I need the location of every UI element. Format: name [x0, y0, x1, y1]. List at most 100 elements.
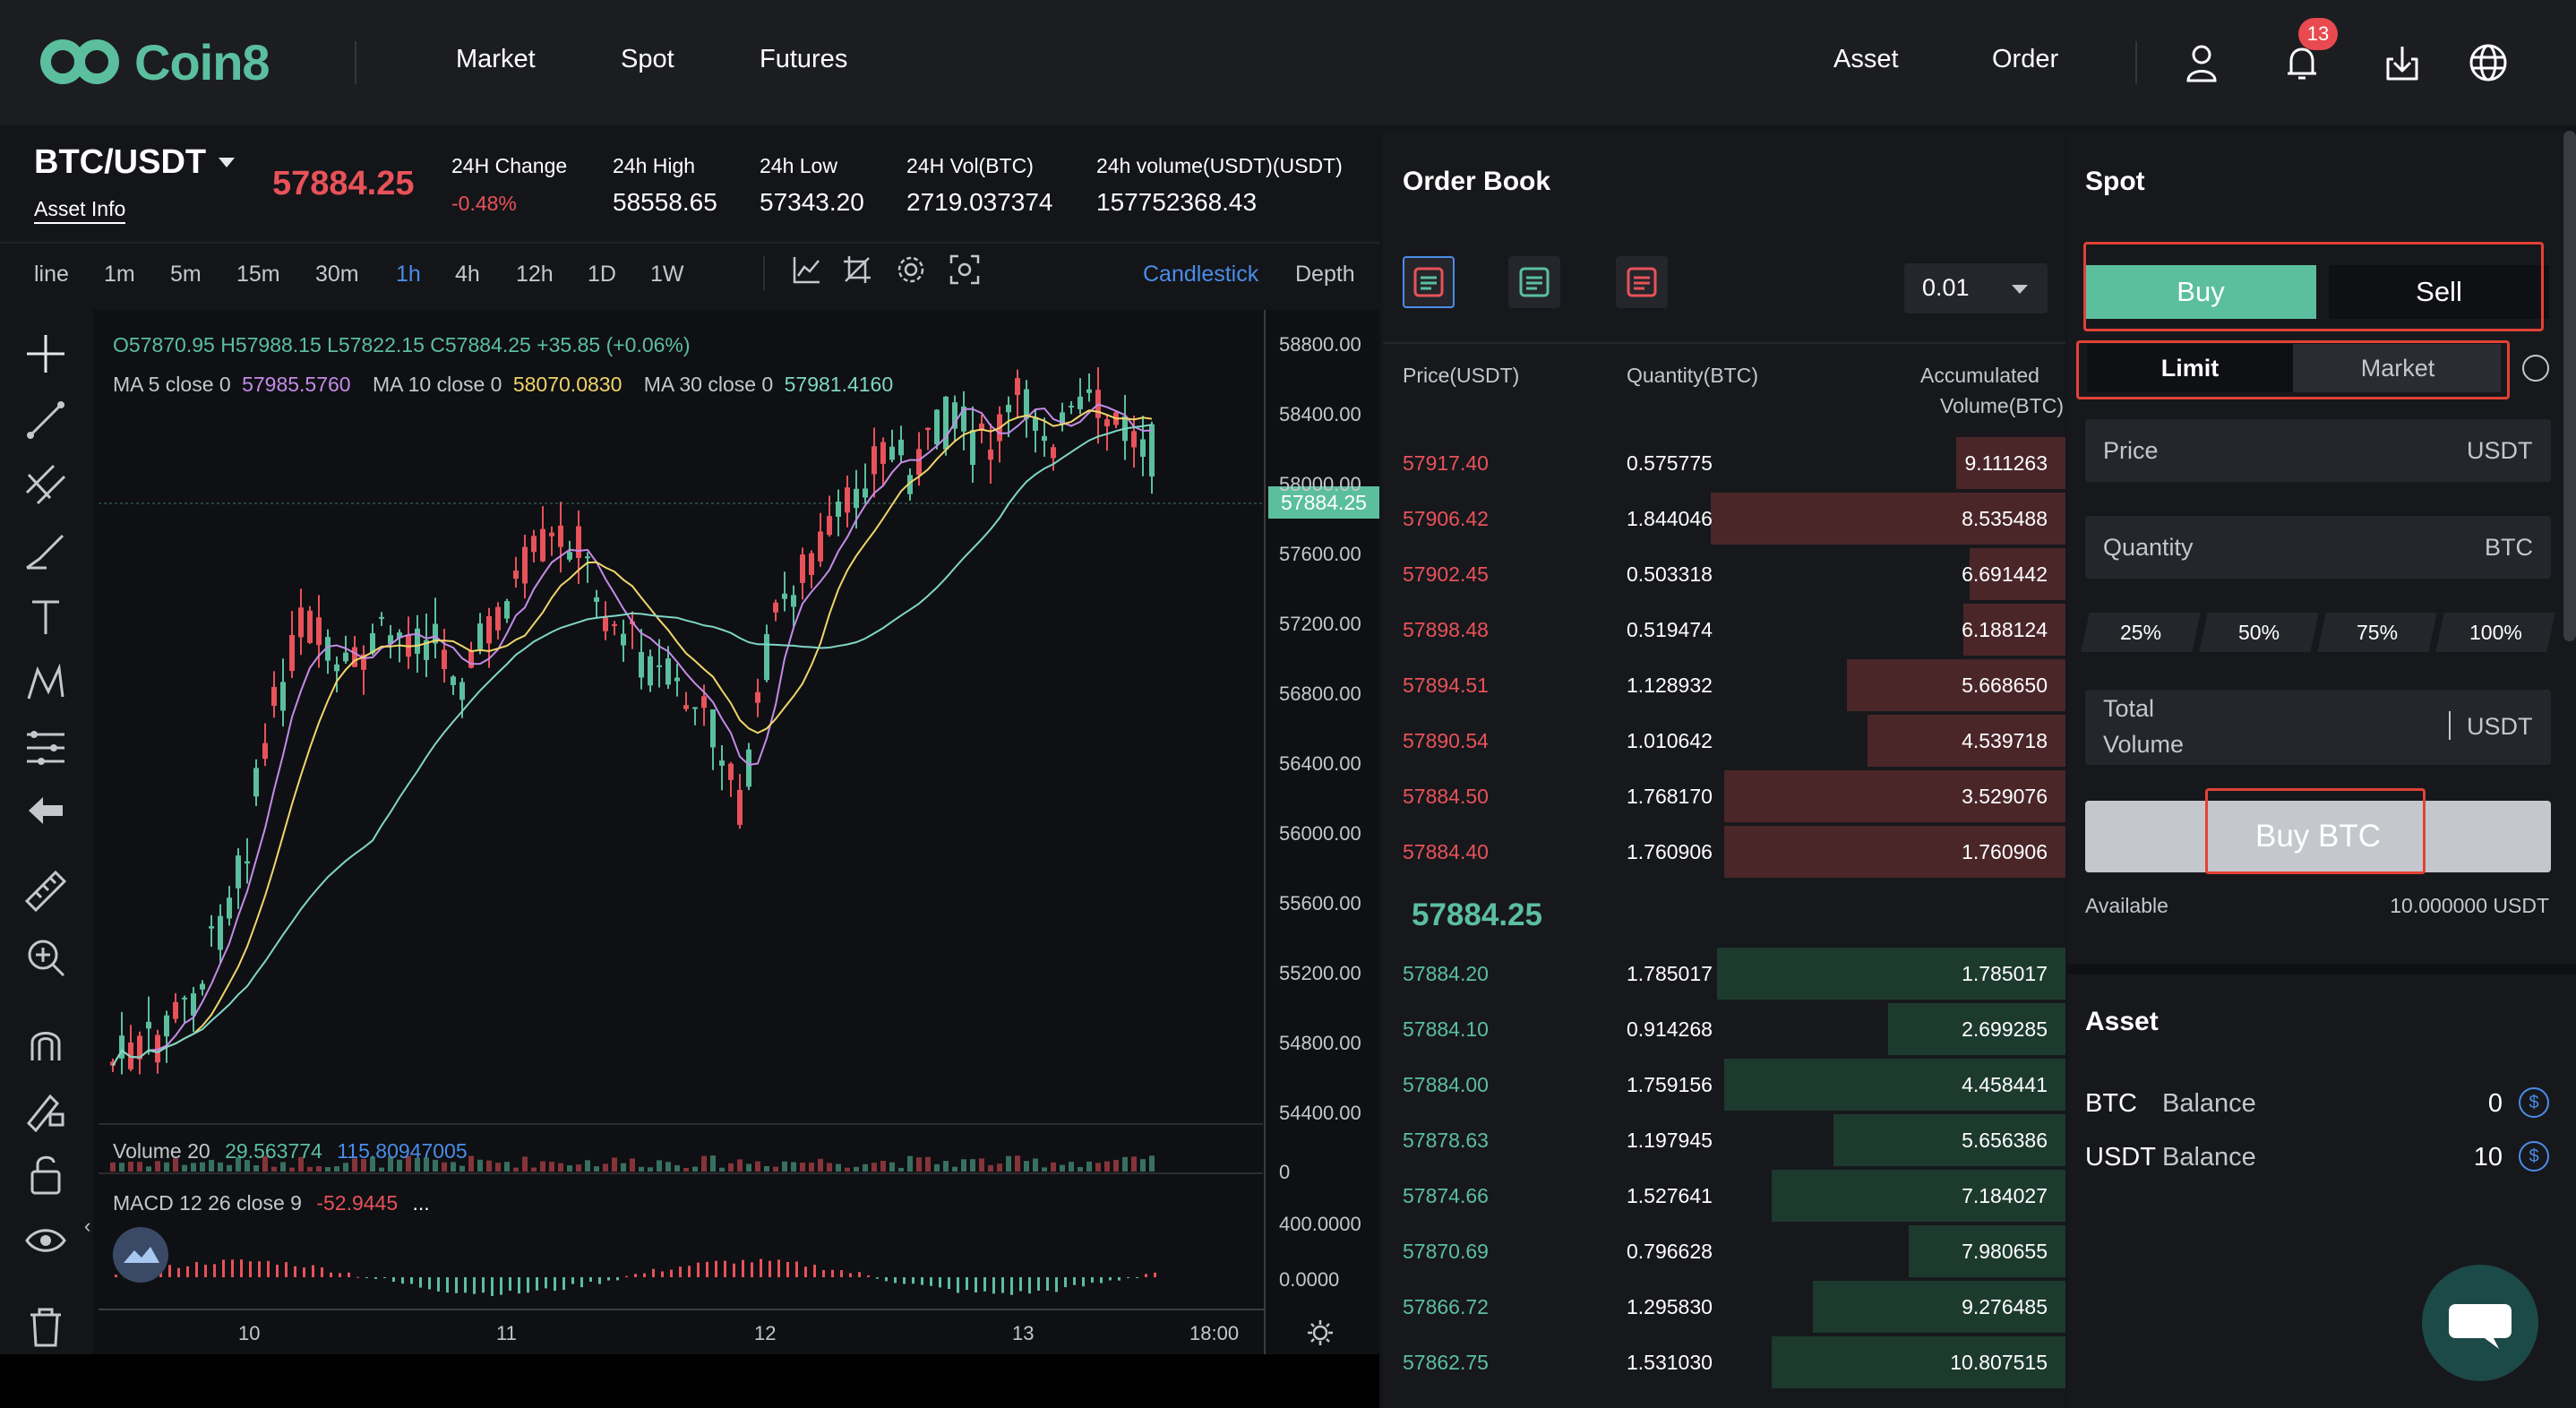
tf-1h[interactable]: 1h — [396, 262, 421, 287]
ask-row[interactable]: 57890.54 1.010642 4.539718 — [1383, 715, 2065, 768]
view-asks-button[interactable] — [1616, 256, 1668, 308]
bid-row[interactable]: 57884.20 1.785017 1.785017 — [1383, 948, 2065, 1001]
logo[interactable]: Coin8 — [39, 32, 270, 91]
sell-tab[interactable]: Sell — [2329, 265, 2549, 319]
eye-icon[interactable] — [23, 1218, 68, 1263]
bid-row[interactable]: 57870.69 0.796628 7.980655 — [1383, 1225, 2065, 1279]
user-icon[interactable] — [2180, 41, 2223, 84]
bid-row[interactable]: 57874.66 1.527641 7.184027 — [1383, 1170, 2065, 1223]
bid-row[interactable]: 57866.72 1.295830 9.276485 — [1383, 1281, 2065, 1335]
total-label: Total — [2103, 695, 2155, 722]
ask-row[interactable]: 57906.42 1.844046 8.535488 — [1383, 493, 2065, 546]
total-field[interactable] — [2085, 690, 2551, 765]
ask-row[interactable]: 57917.40 0.575775 9.111263 — [1383, 437, 2065, 491]
quantity-field[interactable] — [2085, 516, 2551, 579]
pair-selector[interactable]: BTC/USDT — [34, 143, 207, 181]
magnet-icon[interactable] — [23, 1021, 68, 1066]
collapse-arrow-icon[interactable]: ‹ — [84, 1215, 91, 1237]
view-both-button[interactable] — [1403, 256, 1455, 308]
text-tool-icon[interactable] — [23, 595, 68, 640]
ask-row[interactable]: 57894.51 1.128932 5.668650 — [1383, 659, 2065, 713]
tradingview-logo-icon[interactable] — [113, 1227, 168, 1283]
chart-settings-icon[interactable] — [1306, 1318, 1335, 1347]
pct-50-button[interactable]: 50% — [2199, 613, 2319, 652]
nav-market[interactable]: Market — [456, 45, 536, 73]
stat-value: -0.48% — [451, 192, 517, 215]
asset-info-link[interactable]: Asset Info — [34, 195, 126, 224]
price-field[interactable] — [2085, 419, 2551, 482]
scrollbar[interactable] — [2563, 131, 2576, 641]
nav-spot[interactable]: Spot — [621, 45, 674, 73]
ask-row[interactable]: 57898.48 0.519474 6.188124 — [1383, 604, 2065, 657]
mode-depth[interactable]: Depth — [1295, 262, 1355, 287]
price-axis-label: 58400.00 — [1279, 403, 1361, 425]
tf-4h[interactable]: 4h — [455, 262, 480, 287]
deposit-icon[interactable]: $ — [2519, 1087, 2549, 1118]
pct-100-label: 100% — [2469, 621, 2522, 644]
depth-bar — [1970, 548, 2065, 600]
nav-asset[interactable]: Asset — [1833, 45, 1899, 73]
ask-row[interactable]: 57884.50 1.768170 3.529076 — [1383, 770, 2065, 824]
pct-75-button[interactable]: 75% — [2317, 613, 2437, 652]
trendline-icon[interactable] — [23, 398, 68, 442]
deposit-icon[interactable]: $ — [2519, 1141, 2549, 1172]
bid-row[interactable]: 57878.63 1.197945 5.656386 — [1383, 1114, 2065, 1168]
tf-30m[interactable]: 30m — [315, 262, 359, 287]
brush-icon[interactable] — [23, 528, 68, 573]
mode-candlestick[interactable]: Candlestick — [1143, 262, 1259, 287]
macd-bar — [554, 1277, 556, 1292]
info-icon[interactable] — [2522, 355, 2549, 382]
globe-icon[interactable] — [2467, 41, 2510, 84]
screenshot-icon[interactable] — [949, 254, 980, 285]
arrow-left-icon[interactable] — [23, 788, 68, 833]
crop-icon[interactable] — [842, 254, 872, 285]
indicator-icon[interactable] — [792, 254, 822, 285]
chart-area[interactable] — [0, 310, 1379, 1354]
view-bids-button[interactable] — [1508, 256, 1560, 308]
buy-btc-button[interactable] — [2085, 801, 2551, 872]
market-tab[interactable]: Market — [2360, 355, 2435, 382]
tf-12h[interactable]: 12h — [516, 262, 554, 287]
unlock-icon[interactable] — [23, 1152, 68, 1197]
fib-icon[interactable] — [23, 725, 68, 770]
caret-down-icon[interactable] — [219, 158, 235, 167]
bid-row[interactable]: 57862.75 1.531030 10.807515 — [1383, 1336, 2065, 1390]
pct-100-button[interactable]: 100% — [2435, 613, 2555, 652]
nav-futures[interactable]: Futures — [760, 45, 848, 73]
volume-bar — [424, 1157, 429, 1172]
tf-line[interactable]: line — [34, 262, 69, 287]
nav-order[interactable]: Order — [1992, 45, 2059, 73]
pattern-icon[interactable] — [23, 661, 68, 706]
tf-15m[interactable]: 15m — [236, 262, 280, 287]
tf-5m[interactable]: 5m — [170, 262, 202, 287]
settings-icon[interactable] — [896, 254, 926, 285]
ask-row[interactable]: 57884.40 1.760906 1.760906 — [1383, 826, 2065, 880]
buy-tab[interactable]: Buy — [2085, 265, 2316, 319]
volume-bar — [1122, 1156, 1128, 1172]
tf-1d[interactable]: 1D — [588, 262, 616, 287]
limit-tab[interactable]: Limit — [2087, 344, 2293, 392]
trash-icon[interactable] — [23, 1304, 68, 1349]
parallel-lines-icon[interactable] — [23, 462, 68, 507]
candlestick-chart[interactable] — [0, 310, 1379, 1354]
ask-row[interactable]: 57902.45 0.503318 6.691442 — [1383, 548, 2065, 602]
pct-25-button[interactable]: 25% — [2081, 613, 2201, 652]
volume-bar — [961, 1159, 966, 1172]
tf-1w[interactable]: 1W — [650, 262, 684, 287]
bid-row[interactable]: 57884.00 1.759156 4.458441 — [1383, 1059, 2065, 1112]
candle-body — [585, 556, 590, 559]
ma5-value: 57985.5760 — [242, 373, 351, 396]
volume-bar — [343, 1163, 348, 1172]
bell-icon[interactable] — [2280, 41, 2323, 84]
ruler-icon[interactable] — [23, 869, 68, 914]
depth-bar — [1847, 659, 2065, 711]
tf-1m[interactable]: 1m — [104, 262, 135, 287]
download-icon[interactable] — [2381, 41, 2424, 84]
zoom-in-icon[interactable] — [23, 935, 68, 980]
lock-draw-icon[interactable] — [23, 1087, 68, 1132]
volume-bar — [227, 1164, 232, 1172]
chat-button[interactable] — [2422, 1265, 2538, 1381]
bid-row[interactable]: 57884.10 0.914268 2.699285 — [1383, 1003, 2065, 1057]
crosshair-icon[interactable] — [23, 331, 68, 376]
candle-body — [683, 705, 689, 709]
